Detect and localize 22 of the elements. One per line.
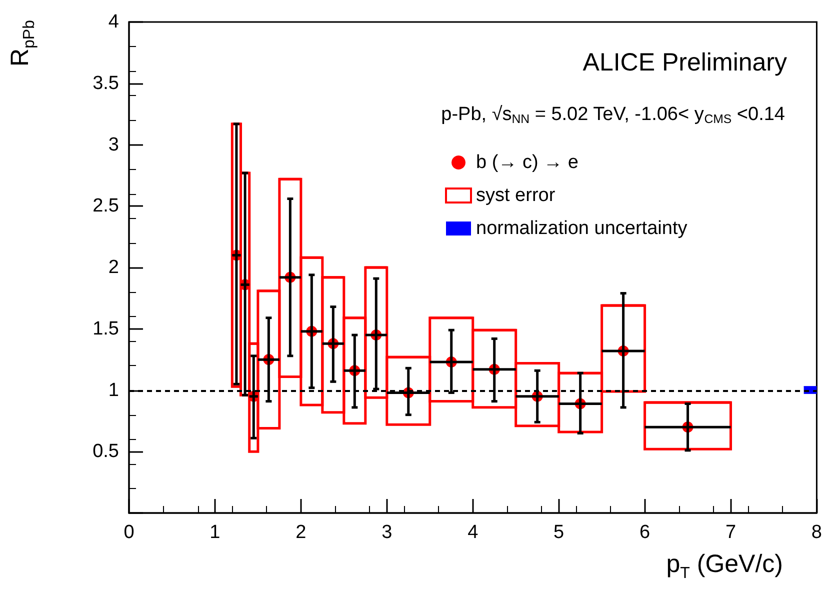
y-tick-label: 4 [108,12,120,32]
x-tick-label: 1 [210,522,220,543]
y-tick-label: 2.5 [92,196,119,217]
y-tick-label: 2 [108,257,119,278]
x-tick-label: 0 [124,522,134,543]
y-tick-label: 0.5 [92,441,119,462]
x-tick-label: 4 [468,522,479,543]
x-tick-label: 5 [554,522,564,543]
y-tick-label: 1.5 [92,318,119,340]
x-tick-label: 7 [725,522,736,543]
annotation: ALICE Preliminary [582,48,788,76]
legend-label: b (→ c) → e [476,152,578,173]
y-tick-label: 3.5 [92,72,119,94]
x-tick-label: 6 [640,522,650,543]
x-axis-title: p$_{T}$ (GeV/c) [666,550,783,582]
y-tick-label: 3 [108,134,119,156]
legend-label: syst error [476,185,556,206]
y-tick-label: 1 [108,380,119,401]
x-tick-label: 8 [811,522,822,543]
legend-label: normalization uncertainty [476,218,688,239]
x-tick-label: 2 [296,522,306,543]
x-tick-label: 3 [382,522,392,543]
